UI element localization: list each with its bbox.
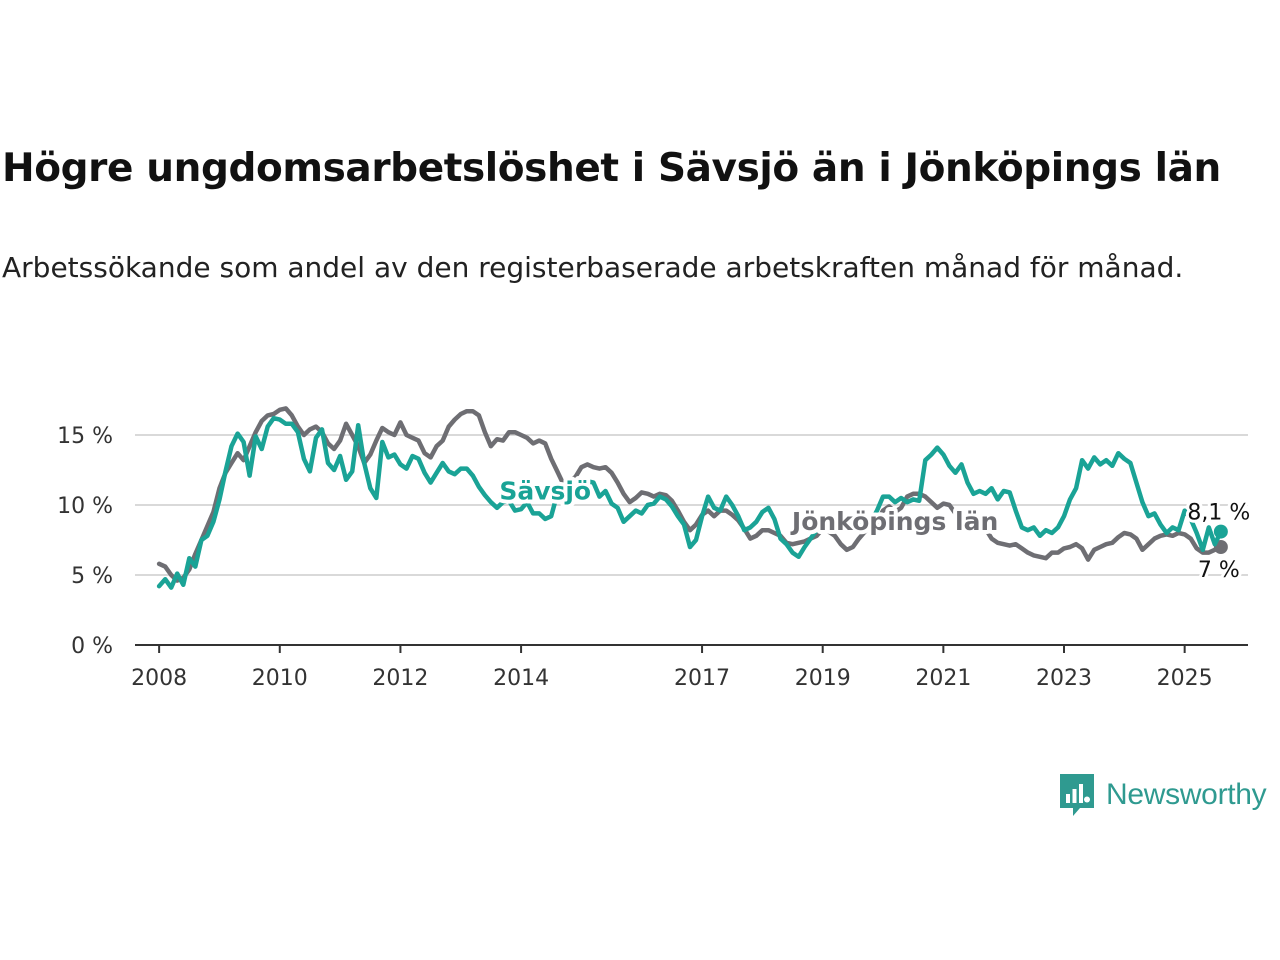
chart-subtitle: Arbetssökande som andel av den registerb… [2, 251, 1184, 284]
x-tick-label: 2025 [1157, 666, 1213, 691]
newsworthy-logo-icon [1060, 774, 1094, 816]
series-label-jönköpings-län: Jönköpings län [790, 507, 998, 536]
series-labels: 7 % 8,1 % Sävsjö Jönköpings län [495, 472, 1253, 586]
end-point-sävsjö [1213, 524, 1228, 539]
x-axis: 2008 2010 2012 2014 2017 2019 2021 2023 2025 [131, 644, 1248, 691]
x-tick-label: 2014 [493, 666, 549, 691]
y-tick-label: 5 % [71, 564, 113, 589]
chart-title: Högre ungdomsarbetslöshet i Sävsjö än i … [2, 146, 1221, 191]
y-tick-label: 15 % [57, 424, 113, 449]
y-axis: 0 % 5 % 10 % 15 % [57, 424, 113, 659]
end-value-label-sävsjö: 8,1 % [1187, 501, 1250, 526]
newsworthy-brand[interactable]: Newsworthy [1058, 772, 1267, 818]
series-line-jönköpings-län [156, 406, 1224, 583]
brand-name: Newsworthy [1106, 778, 1267, 811]
x-tick-label: 2008 [131, 666, 187, 691]
line-chart: 0 %5 %10 %15 % 2008 2010 2012 2014 2017 2019 2… [57, 406, 1253, 691]
x-tick-label: 2010 [252, 666, 308, 691]
y-tick-label: 0 % [71, 634, 113, 659]
x-tick-label: 2021 [915, 666, 971, 691]
end-value-label-jönköpings-län: 7 % [1198, 558, 1240, 583]
series-label-sävsjö: Sävsjö [499, 476, 591, 505]
x-tick-label: 2017 [674, 666, 730, 691]
series-line-sävsjö [156, 415, 1224, 590]
x-tick-label: 2023 [1036, 666, 1092, 691]
x-tick-label: 2019 [795, 666, 851, 691]
series-lines [156, 406, 1228, 590]
y-tick-label: 10 % [57, 494, 113, 519]
x-tick-label: 2012 [372, 666, 428, 691]
